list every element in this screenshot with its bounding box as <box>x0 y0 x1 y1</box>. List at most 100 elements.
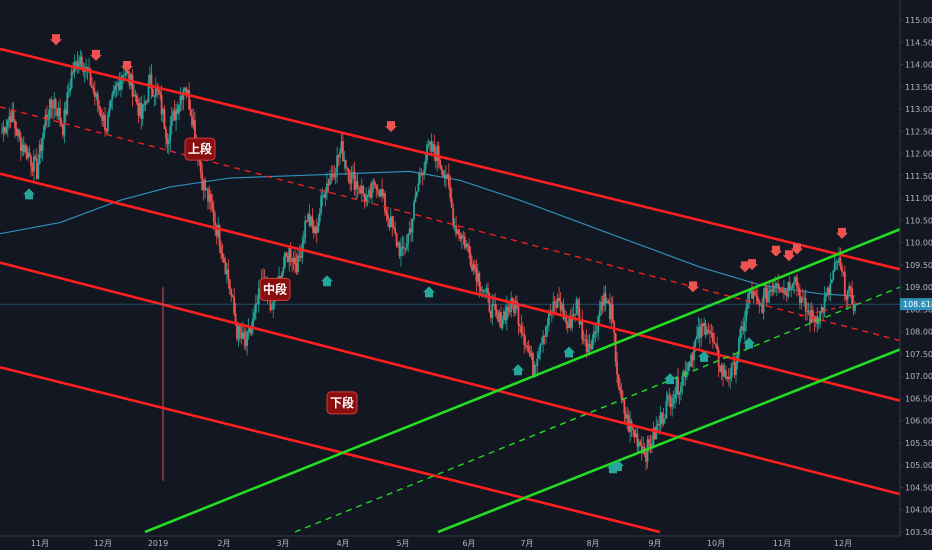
candle-body <box>128 73 131 86</box>
candle-body <box>804 298 807 312</box>
candle-body <box>521 333 524 335</box>
candle-body <box>722 365 724 377</box>
candle-body <box>408 228 411 235</box>
candle-body <box>796 277 798 288</box>
candle-body <box>665 400 668 419</box>
candle-body <box>724 370 727 379</box>
candle-body <box>223 257 225 263</box>
candle-body <box>730 363 733 377</box>
candle-body <box>659 412 662 425</box>
candle-body <box>465 243 468 248</box>
candle-body <box>19 137 22 151</box>
candle-body <box>391 216 394 227</box>
candle-body <box>38 144 41 164</box>
candle-body <box>76 61 79 69</box>
candle-body <box>726 376 729 379</box>
candle-body <box>781 291 784 293</box>
candle-body <box>735 362 737 376</box>
candle-body <box>709 331 711 334</box>
candle-body <box>555 303 558 308</box>
candle-body <box>711 333 714 342</box>
candle-body <box>472 264 475 271</box>
candle-body <box>527 346 530 352</box>
y-tick-label: 114.000 <box>905 61 932 70</box>
candle-body <box>4 127 6 134</box>
candle-body <box>636 433 639 447</box>
candle-body <box>463 236 466 248</box>
candle-body <box>452 207 455 226</box>
candle-body <box>788 281 791 290</box>
candle-body <box>511 298 514 305</box>
x-tick-label: 4月 <box>336 539 349 548</box>
middle-dashed-green-line <box>294 286 901 533</box>
candle-body <box>526 346 529 348</box>
candle-body <box>420 173 423 175</box>
candle-body <box>820 307 823 312</box>
candle-body <box>27 152 30 159</box>
candle-body <box>537 353 540 359</box>
candles-layer <box>1 49 856 481</box>
candle-body <box>595 332 598 334</box>
candle-body <box>56 107 59 116</box>
sell-arrow-icon <box>50 34 62 46</box>
candle-body <box>395 233 398 246</box>
candle-body <box>401 246 404 249</box>
candle-body <box>810 310 813 324</box>
candle-body <box>648 439 650 444</box>
candle-body <box>637 441 640 447</box>
lower-red-line <box>0 366 661 534</box>
candle-body <box>14 120 16 129</box>
candle-body <box>96 93 99 106</box>
candle-body <box>141 104 144 119</box>
candle-body <box>813 316 816 322</box>
candle-body <box>703 323 706 327</box>
candle-body <box>620 390 623 400</box>
candle-body <box>574 313 576 315</box>
candle-body <box>336 155 339 173</box>
candle-body <box>469 253 472 265</box>
candle-body <box>447 174 450 186</box>
candle-body <box>484 290 486 292</box>
candle-body <box>691 354 694 361</box>
candle-body <box>611 304 614 322</box>
candle-body <box>532 353 534 376</box>
candle-body <box>774 285 777 287</box>
x-tick-label: 2月 <box>217 539 230 548</box>
candle-body <box>800 297 803 303</box>
candle-body <box>288 247 291 263</box>
candle-body <box>41 137 44 151</box>
buy-arrow-icon <box>612 459 624 471</box>
candle-body <box>601 301 604 306</box>
candle-body <box>608 302 611 320</box>
candle-body <box>69 87 72 92</box>
candle-body <box>241 332 244 339</box>
candle-body <box>289 247 292 261</box>
candle-body <box>664 418 666 420</box>
candle-body <box>133 94 135 97</box>
candle-body <box>379 189 382 197</box>
candle-body <box>429 141 431 145</box>
y-tick-label: 108.000 <box>905 328 932 337</box>
candle-body <box>249 328 251 334</box>
candle-body <box>694 339 697 346</box>
buy-arrow-icon <box>23 188 35 200</box>
candle-body <box>201 172 204 191</box>
sell-arrow-icon <box>385 121 397 133</box>
candle-body <box>328 179 331 186</box>
candle-body <box>590 344 592 350</box>
candle-body <box>95 93 98 97</box>
candle-body <box>806 311 809 313</box>
candle-body <box>17 130 19 136</box>
zone-label: 中段 <box>263 281 288 296</box>
candle-body <box>755 295 758 297</box>
y-tick-label: 104.500 <box>905 483 932 492</box>
candle-body <box>294 257 296 265</box>
candle-body <box>99 109 102 117</box>
candle-body <box>365 197 368 203</box>
candle-body <box>449 185 452 199</box>
candle-body <box>610 304 613 320</box>
candle-body <box>430 141 433 152</box>
candle-body <box>202 179 205 191</box>
candle-body <box>592 331 595 339</box>
